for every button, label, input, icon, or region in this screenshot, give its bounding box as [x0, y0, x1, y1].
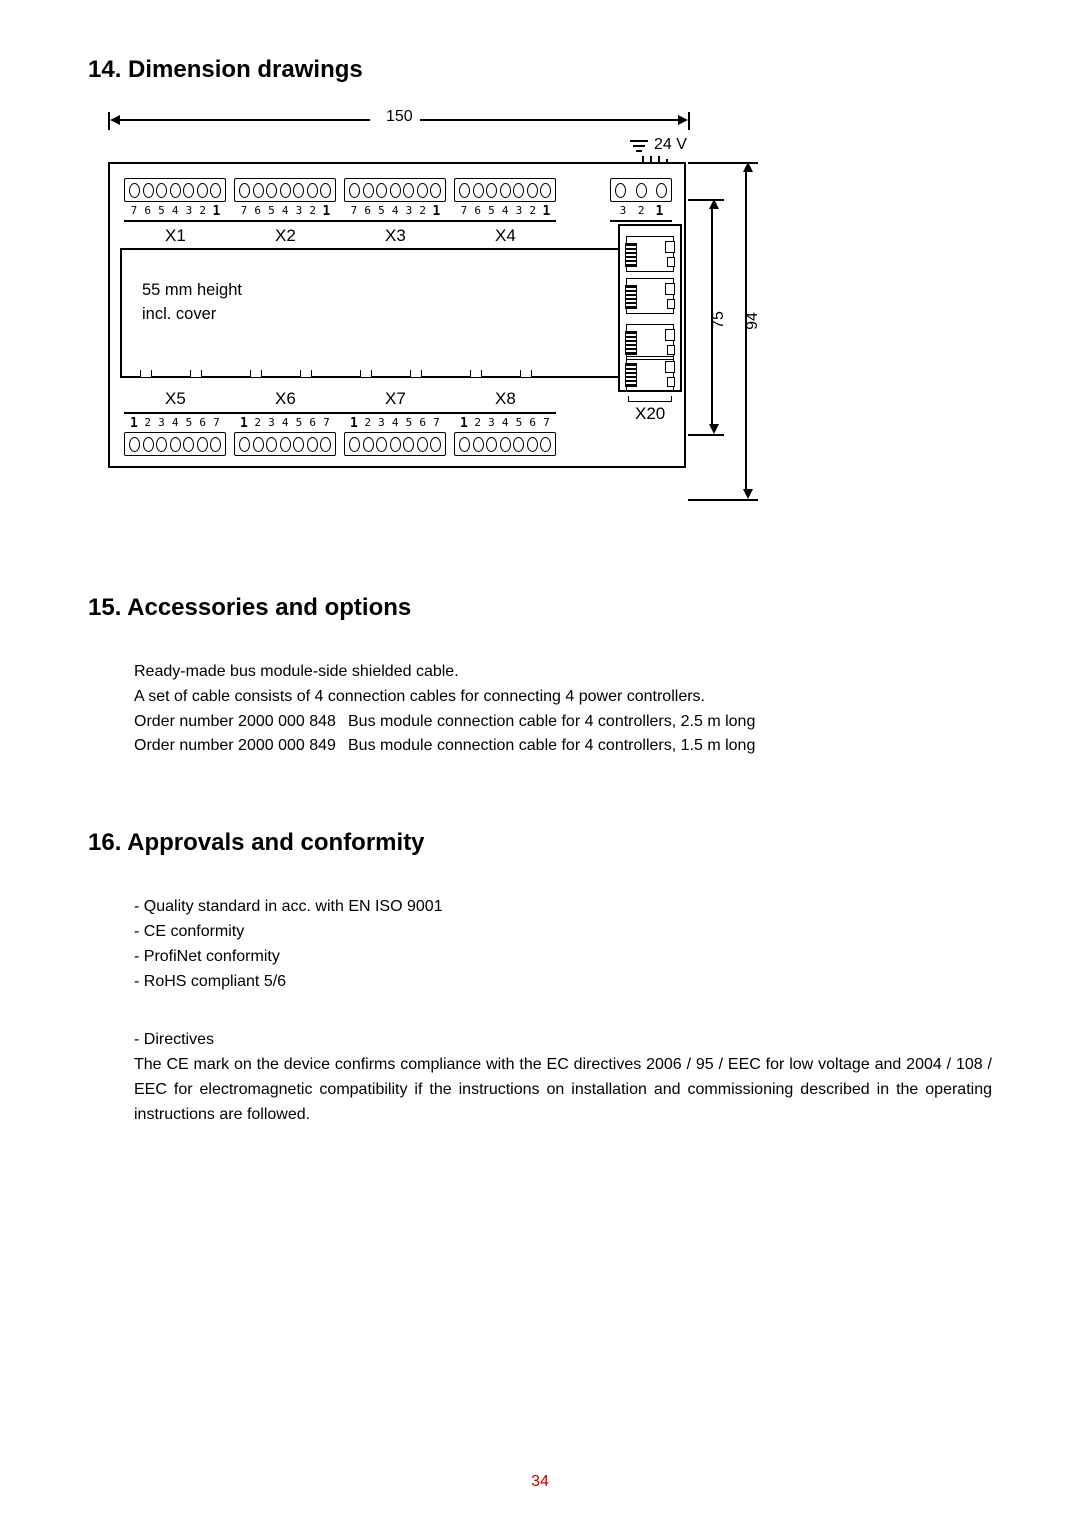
heading-dimension: 14. Dimension drawings	[88, 56, 992, 84]
dimension-drawing: 150 24 V	[98, 104, 778, 524]
terminal-block-x6	[234, 432, 336, 456]
table-row: Order number 2000 000 848 Bus module con…	[134, 710, 992, 735]
cover-line1: 55 mm height	[142, 279, 242, 303]
heading-num: 14.	[88, 56, 121, 83]
pin-row: 321	[616, 204, 666, 219]
rj-connector-icon	[626, 278, 674, 314]
dim-tick	[688, 499, 758, 501]
x-label: X3	[385, 226, 406, 246]
pin-row: 7654321	[457, 204, 553, 219]
page-number: 34	[0, 1473, 1080, 1491]
terminal-block-x8	[454, 432, 556, 456]
x-label: X5	[165, 389, 186, 409]
terminal-block-x4	[454, 178, 556, 202]
accessories-line1: Ready-made bus module-side shielded cabl…	[134, 660, 992, 685]
notch	[190, 370, 202, 378]
terminal-block-x2	[234, 178, 336, 202]
pin-row: 1234567	[237, 416, 333, 431]
dim-line	[420, 119, 678, 121]
terminal-block-x1	[124, 178, 226, 202]
x-label: X4	[495, 226, 516, 246]
order-number: Order number 2000 000 849	[134, 734, 348, 759]
power-label: 24 V	[654, 136, 687, 154]
dim-tick	[688, 434, 724, 436]
terminal-block-x7	[344, 432, 446, 456]
notch	[470, 370, 482, 378]
divider	[124, 412, 556, 414]
x-label: X1	[165, 226, 186, 246]
list-item: - RoHS compliant 5/6	[134, 970, 992, 995]
x-label: X8	[495, 389, 516, 409]
table-row: Order number 2000 000 849 Bus module con…	[134, 734, 992, 759]
terminal-block-x3	[344, 178, 446, 202]
dim-94-label: 94	[744, 312, 762, 330]
notch	[360, 370, 372, 378]
order-desc: Bus module connection cable for 4 contro…	[348, 734, 755, 759]
x-label: X20	[635, 404, 665, 424]
order-desc: Bus module connection cable for 4 contro…	[348, 710, 755, 735]
dim-width-label: 150	[386, 108, 413, 126]
terminal-block-x11	[610, 178, 672, 202]
pin-row: 1234567	[457, 416, 553, 431]
accessories-line2: A set of cable consists of 4 connection …	[134, 685, 992, 710]
cover-text: 55 mm height incl. cover	[142, 279, 242, 327]
dim-line	[118, 119, 370, 121]
pin-row: 7654321	[127, 204, 223, 219]
heading-approvals: 16. Approvals and conformity	[88, 829, 992, 857]
dim-tick	[688, 112, 690, 130]
heading-accessories: 15. Accessories and options	[88, 594, 992, 622]
x-label: X7	[385, 389, 406, 409]
dim-75-label: 75	[710, 311, 728, 329]
heading-title: Accessories and options	[127, 594, 411, 621]
pin-row: 1234567	[347, 416, 443, 431]
connector-block-x20	[618, 224, 682, 392]
notch	[410, 370, 422, 378]
directives-text: The CE mark on the device confirms compl…	[134, 1053, 992, 1127]
heading-title: Approvals and conformity	[127, 829, 424, 856]
list-item: - ProfiNet conformity	[134, 945, 992, 970]
side-foot	[628, 396, 672, 402]
pin-row: 7654321	[237, 204, 333, 219]
notch	[140, 370, 152, 378]
rj-connector-icon	[626, 356, 674, 392]
cover-line2: incl. cover	[142, 303, 242, 327]
rj-connector-icon	[626, 236, 674, 272]
notch	[520, 370, 532, 378]
rj-connector-icon	[626, 324, 674, 360]
directives-label: - Directives	[134, 1028, 992, 1053]
order-number: Order number 2000 000 848	[134, 710, 348, 735]
list-item: - Quality standard in acc. with EN ISO 9…	[134, 895, 992, 920]
divider	[124, 220, 556, 222]
x-label: X6	[275, 389, 296, 409]
list-item: - CE conformity	[134, 920, 992, 945]
divider	[610, 220, 672, 222]
arrow-right-icon	[678, 115, 688, 125]
terminal-block-x5	[124, 432, 226, 456]
pin-row: 7654321	[347, 204, 443, 219]
heading-title: Dimension drawings	[128, 56, 363, 83]
notch	[250, 370, 262, 378]
heading-num: 15.	[88, 594, 121, 621]
heading-num: 16.	[88, 829, 121, 856]
pin-row: 1234567	[127, 416, 223, 431]
accessories-table: Order number 2000 000 848 Bus module con…	[134, 710, 992, 760]
notch	[300, 370, 312, 378]
x-label: X2	[275, 226, 296, 246]
